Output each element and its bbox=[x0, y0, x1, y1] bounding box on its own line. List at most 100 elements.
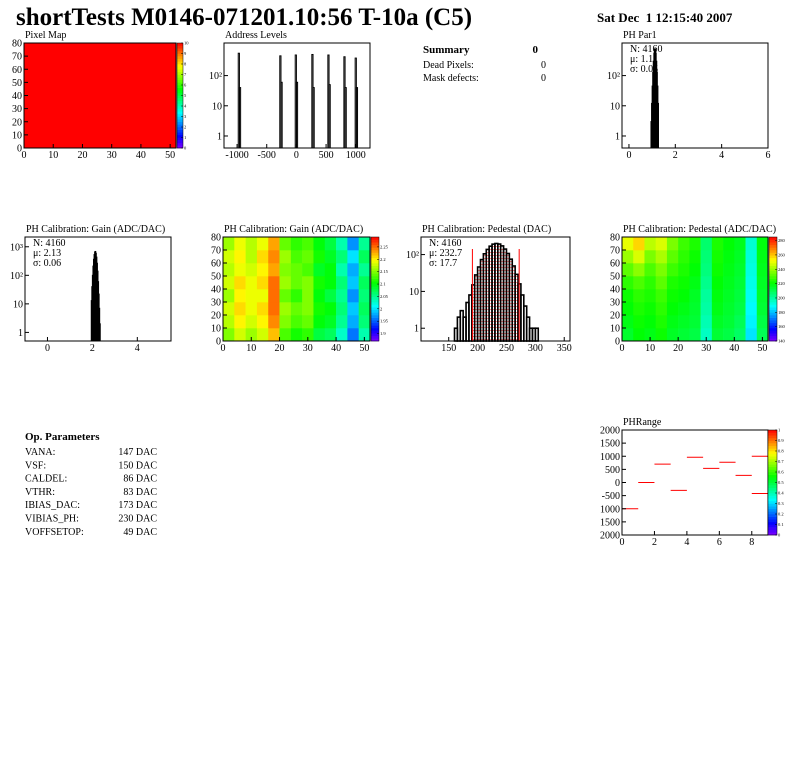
stats-text: μ: 232.7 bbox=[429, 248, 462, 259]
heatmap-cell bbox=[756, 302, 769, 316]
z-tick-label: 0.3 bbox=[778, 501, 784, 506]
x-tick-label: -500 bbox=[258, 150, 276, 161]
z-tick-label: 200 bbox=[778, 295, 786, 300]
colorbar-step bbox=[371, 278, 379, 282]
y-tick-label: 1 bbox=[18, 328, 23, 339]
colorbar-step bbox=[371, 309, 379, 313]
heatmap-cell bbox=[290, 289, 303, 303]
chart-title: PH Calibration: Gain (ADC/DAC) bbox=[224, 224, 363, 235]
colorbar-step bbox=[371, 252, 379, 256]
colorbar-frame bbox=[370, 236, 380, 342]
parameter-name: IBIAS_DAC: bbox=[25, 500, 80, 511]
heatmap-cell bbox=[245, 289, 258, 303]
colorbar-step bbox=[769, 315, 777, 318]
colorbar-step bbox=[768, 448, 777, 452]
heatmap-cell bbox=[358, 276, 371, 290]
heatmap-cell bbox=[678, 250, 690, 264]
colorbar-step bbox=[768, 527, 777, 531]
heatmap-cell bbox=[256, 315, 269, 329]
z-tick-label: 0.5 bbox=[778, 480, 784, 485]
colorbar-step bbox=[177, 66, 183, 70]
y-tick-label: 20 bbox=[12, 117, 22, 128]
y-tick-label: 10 bbox=[211, 324, 221, 335]
parameter-value: 230 DAC bbox=[118, 514, 157, 525]
heatmap-cell bbox=[734, 237, 746, 251]
heatmap-cell bbox=[245, 276, 258, 290]
x-tick-label: 6 bbox=[717, 537, 722, 548]
heatmap-cell bbox=[745, 237, 758, 251]
heatmap-cell bbox=[290, 328, 303, 342]
heatmap-cell bbox=[711, 302, 724, 316]
summary-title: Summary bbox=[423, 44, 470, 56]
colorbar-step bbox=[769, 250, 777, 253]
heatmap-cell bbox=[313, 302, 326, 316]
heatmap-cell bbox=[324, 276, 337, 290]
colorbar-step bbox=[769, 299, 777, 303]
heatmap-cell bbox=[756, 250, 769, 264]
x-tick-label: 50 bbox=[359, 343, 369, 354]
colorbar-step bbox=[768, 524, 777, 528]
colorbar-step bbox=[371, 242, 379, 246]
heatmap-cell bbox=[644, 263, 656, 277]
heatmap-cell bbox=[633, 263, 645, 277]
heatmap-cell bbox=[313, 263, 326, 277]
heatmap-cell bbox=[268, 263, 280, 277]
y-tick-label: 0 bbox=[216, 337, 221, 348]
x-tick-label: 20 bbox=[275, 343, 285, 354]
heatmap-cell bbox=[655, 263, 668, 277]
heatmap-cell bbox=[745, 302, 758, 316]
heatmap-cell bbox=[700, 263, 713, 277]
heatmap-cell bbox=[302, 302, 314, 316]
heatmap-cell bbox=[734, 315, 746, 329]
heatmap-cell bbox=[313, 276, 326, 290]
x-tick-label: 10 bbox=[645, 343, 655, 354]
x-tick-label: 0 bbox=[22, 150, 27, 161]
y-tick-label: 10³ bbox=[10, 242, 23, 253]
colorbar-step bbox=[177, 69, 183, 73]
heatmap-cell bbox=[734, 328, 746, 342]
colorbar-step bbox=[769, 328, 777, 331]
y-tick-label: 2000 bbox=[600, 426, 620, 437]
plot-frame bbox=[420, 236, 571, 342]
colorbar-step bbox=[371, 304, 379, 308]
z-tick-label: 3 bbox=[184, 114, 187, 119]
colorbar-step bbox=[768, 464, 777, 468]
parameter-name: VTHR: bbox=[25, 487, 55, 498]
heatmap-cell bbox=[666, 289, 679, 303]
colorbar-step bbox=[371, 307, 379, 311]
heatmap-cell bbox=[347, 328, 359, 342]
heatmap-cell bbox=[290, 250, 303, 264]
heatmap-cell bbox=[347, 263, 359, 277]
heatmap-cell bbox=[655, 276, 668, 290]
z-tick-label: 180 bbox=[778, 310, 786, 315]
heatmap-cell bbox=[622, 315, 634, 329]
y-tick-label: 40 bbox=[12, 91, 22, 102]
heatmap-cell bbox=[678, 315, 690, 329]
x-tick-label: 2 bbox=[90, 343, 95, 354]
colorbar-step bbox=[371, 265, 379, 269]
stats-text: μ: 2.13 bbox=[33, 248, 61, 259]
colorbar-step bbox=[177, 95, 183, 99]
parameter-name: CALDEL: bbox=[25, 474, 67, 485]
y-tick-label: 10² bbox=[406, 250, 419, 261]
z-tick-label: 2.2 bbox=[380, 257, 386, 262]
y-tick-label: 1000 bbox=[600, 452, 620, 463]
colorbar-step bbox=[177, 77, 183, 81]
y-tick-label: 80 bbox=[211, 233, 221, 244]
colorbar-step bbox=[371, 333, 379, 337]
heatmap-cell bbox=[734, 276, 746, 290]
y-tick-label: 20 bbox=[211, 311, 221, 322]
colorbar-step bbox=[768, 508, 777, 512]
y-tick-label: 50 bbox=[211, 272, 221, 283]
colorbar-step bbox=[769, 257, 777, 261]
colorbar-step bbox=[769, 296, 777, 300]
heatmap-cell bbox=[723, 302, 735, 316]
heatmap-cell bbox=[644, 315, 656, 329]
x-tick-label: 1000 bbox=[346, 150, 366, 161]
colorbar-step bbox=[769, 325, 777, 329]
heatmap-cell bbox=[655, 237, 668, 251]
heatmap-cell bbox=[633, 276, 645, 290]
op-parameters-title: Op. Parameters bbox=[25, 431, 100, 443]
summary-label: Dead Pixels: bbox=[423, 60, 474, 71]
z-tick-label: 8 bbox=[184, 62, 187, 67]
